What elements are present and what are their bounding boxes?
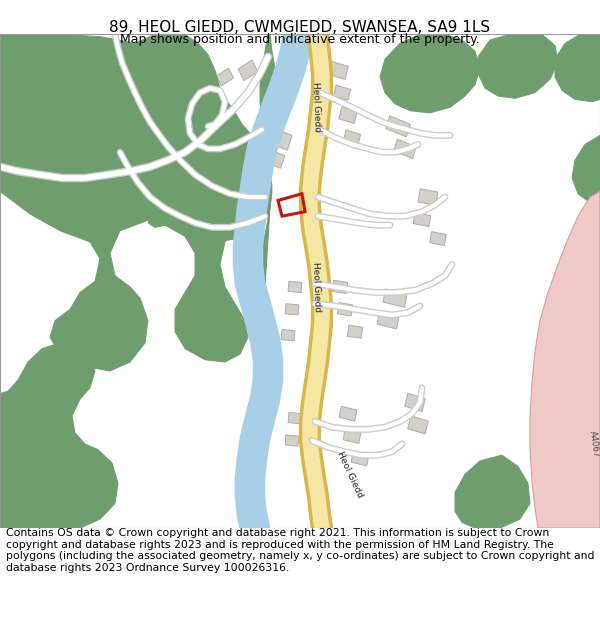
Bar	[332, 280, 347, 294]
Bar	[351, 451, 369, 466]
Bar	[347, 325, 362, 338]
Bar	[302, 203, 314, 213]
Bar	[394, 139, 416, 159]
Polygon shape	[0, 34, 272, 371]
Text: Heol Giedd: Heol Giedd	[335, 449, 365, 499]
Polygon shape	[0, 343, 118, 528]
Bar	[418, 189, 438, 206]
Bar	[383, 289, 407, 308]
Bar	[339, 406, 357, 421]
Bar	[343, 130, 361, 145]
Bar	[285, 435, 299, 446]
Polygon shape	[145, 34, 208, 113]
Bar	[288, 412, 302, 424]
Text: A4067: A4067	[587, 430, 600, 458]
Polygon shape	[555, 34, 600, 102]
Bar	[100, 126, 116, 140]
Bar	[288, 281, 302, 292]
Bar	[337, 302, 353, 316]
Bar	[217, 68, 233, 86]
Polygon shape	[380, 34, 480, 113]
Polygon shape	[572, 304, 600, 377]
Bar	[408, 416, 428, 434]
Bar	[386, 116, 410, 137]
Bar	[271, 152, 285, 168]
Bar	[377, 312, 399, 329]
Bar	[104, 151, 120, 165]
Bar	[339, 107, 357, 124]
Text: Contains OS data © Crown copyright and database right 2021. This information is : Contains OS data © Crown copyright and d…	[6, 528, 595, 573]
Bar	[285, 304, 299, 315]
Text: Heol Giedd: Heol Giedd	[311, 82, 322, 132]
Text: 89, HEOL GIEDD, CWMGIEDD, SWANSEA, SA9 1LS: 89, HEOL GIEDD, CWMGIEDD, SWANSEA, SA9 1…	[109, 20, 491, 35]
Bar	[328, 61, 348, 79]
Polygon shape	[530, 191, 600, 528]
Bar	[413, 213, 431, 227]
Polygon shape	[105, 34, 265, 242]
Polygon shape	[572, 136, 600, 205]
Polygon shape	[455, 455, 530, 528]
Bar	[430, 232, 446, 246]
Polygon shape	[258, 34, 278, 219]
Bar	[343, 429, 361, 444]
Bar	[278, 132, 292, 150]
Bar	[302, 184, 314, 194]
Text: Map shows position and indicative extent of the property.: Map shows position and indicative extent…	[120, 32, 480, 46]
Bar	[281, 329, 295, 341]
Bar	[405, 393, 425, 411]
Polygon shape	[478, 34, 558, 98]
Polygon shape	[562, 394, 600, 466]
Bar	[334, 85, 350, 101]
Text: Heol Giedd: Heol Giedd	[311, 262, 322, 312]
Polygon shape	[38, 34, 88, 88]
Bar	[238, 60, 258, 81]
Polygon shape	[160, 136, 195, 180]
